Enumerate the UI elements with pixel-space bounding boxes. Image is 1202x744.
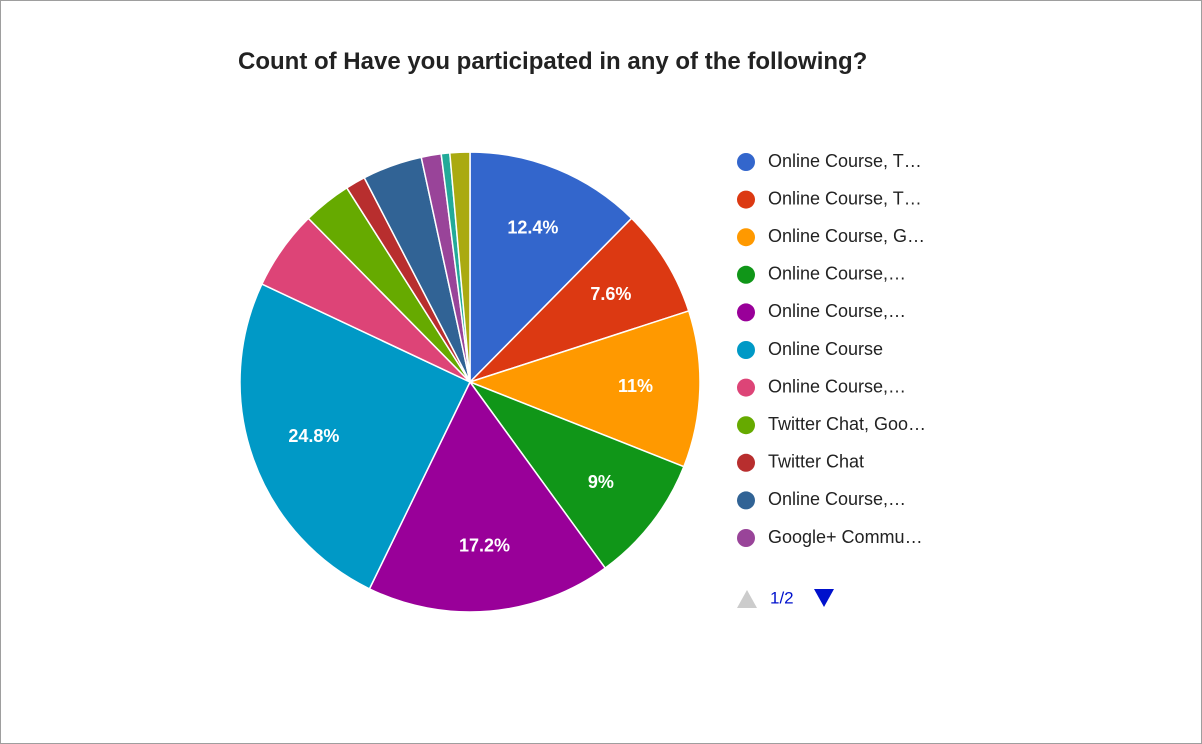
slice-label: 17.2% (459, 536, 510, 556)
legend-swatch (737, 491, 755, 510)
slice-label: 12.4% (507, 218, 558, 238)
legend-swatch (737, 303, 755, 322)
slice-label: 11% (618, 376, 653, 396)
legend-swatch (737, 529, 755, 547)
pie-slice (368, 380, 607, 613)
legend-label: Online Course, G… (768, 226, 925, 246)
legend-label: Online Course,… (768, 489, 906, 509)
legend-label: Google+ Commu… (768, 527, 923, 547)
legend-label: Twitter Chat, Goo… (768, 414, 926, 434)
slice-label: 24.8% (288, 426, 339, 446)
legend-label: Online Course,… (768, 376, 906, 396)
legend-label: Twitter Chat (768, 452, 864, 472)
legend-label: Online Course,… (768, 301, 906, 321)
legend-label: Online Course, T… (768, 151, 922, 171)
slice-label: 9% (588, 472, 614, 492)
slice-label: 7.6% (590, 284, 631, 304)
legend-label: Online Course,… (768, 264, 906, 284)
pie-slice (469, 217, 690, 383)
legend-swatch (737, 265, 755, 284)
pie-slice (448, 151, 471, 383)
legend-swatch (737, 190, 755, 209)
pie-slice (239, 283, 472, 590)
legend-swatch (737, 453, 755, 472)
pie-slice (467, 309, 701, 468)
pie-slice (467, 380, 685, 570)
legend-page-indicator: 1/2 (770, 588, 794, 607)
legend-label: Online Course, T… (768, 188, 922, 208)
legend-swatch (737, 416, 755, 435)
legend-prev-page[interactable] (737, 590, 757, 608)
legend-next-page[interactable] (814, 589, 834, 607)
pie-slice (469, 151, 633, 384)
legend-swatch (737, 341, 755, 359)
legend-swatch (737, 153, 755, 171)
legend-swatch (737, 228, 755, 247)
legend-label: Online Course (768, 339, 883, 359)
chart-title: Count of Have you participated in any of… (238, 48, 868, 75)
legend-swatch (737, 378, 755, 397)
